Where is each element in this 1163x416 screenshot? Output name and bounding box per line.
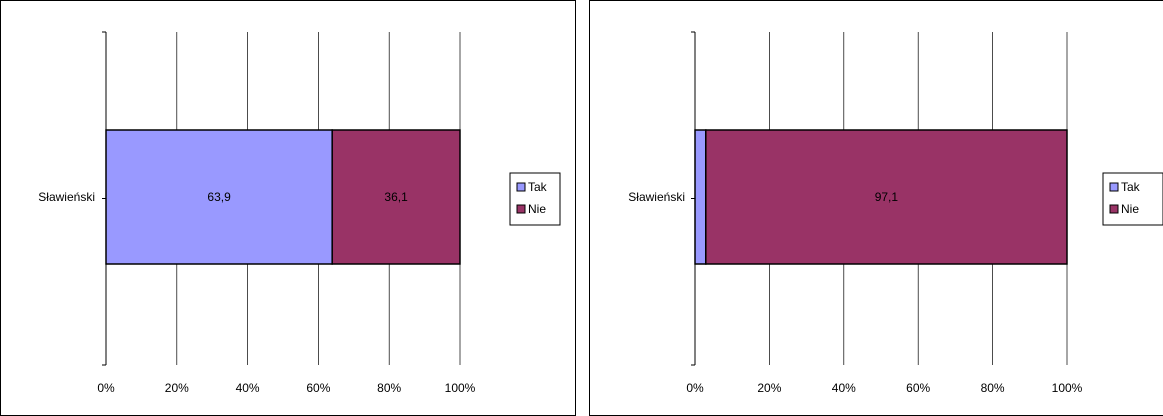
bar-segment-nie [705, 129, 1068, 265]
legend-swatch-tak [1109, 182, 1119, 192]
x-tick-label: 40% [236, 381, 260, 395]
legend [1102, 172, 1163, 226]
x-tick-label: 20% [165, 381, 189, 395]
x-tick-label: 60% [306, 381, 330, 395]
legend-label: Nie [1121, 202, 1139, 216]
x-tick-label: 0% [97, 381, 115, 395]
x-tick-label: 60% [906, 381, 930, 395]
chart-right: 0%20%40%60%80%100%Sławieński2,997,1TakNi… [589, 0, 1163, 416]
legend [509, 172, 561, 226]
bar-segment-nie [331, 129, 461, 265]
category-label: Sławieński [628, 190, 685, 204]
legend-swatch-nie [1109, 204, 1119, 214]
legend-label: Nie [528, 202, 546, 216]
legend-label: Tak [1121, 180, 1141, 194]
x-tick-label: 0% [686, 381, 704, 395]
bar-segment-tak [105, 129, 333, 265]
data-label: 36,1 [384, 190, 408, 204]
data-label: 63,9 [207, 190, 231, 204]
x-tick-label: 40% [832, 381, 856, 395]
legend-swatch-nie [516, 204, 526, 214]
x-tick-label: 100% [1052, 381, 1083, 395]
bar-segment-tak [694, 129, 707, 265]
category-label: Sławieński [38, 190, 95, 204]
x-tick-label: 80% [981, 381, 1005, 395]
legend-swatch-tak [516, 182, 526, 192]
x-tick-label: 100% [445, 381, 476, 395]
data-label: 97,1 [875, 190, 899, 204]
x-tick-label: 80% [377, 381, 401, 395]
legend-label: Tak [528, 180, 548, 194]
x-tick-label: 20% [757, 381, 781, 395]
chart-left: 0% 20% 40% 60% 80% 100% Sławieński 63,9 36,1 Tak N… [0, 0, 576, 416]
